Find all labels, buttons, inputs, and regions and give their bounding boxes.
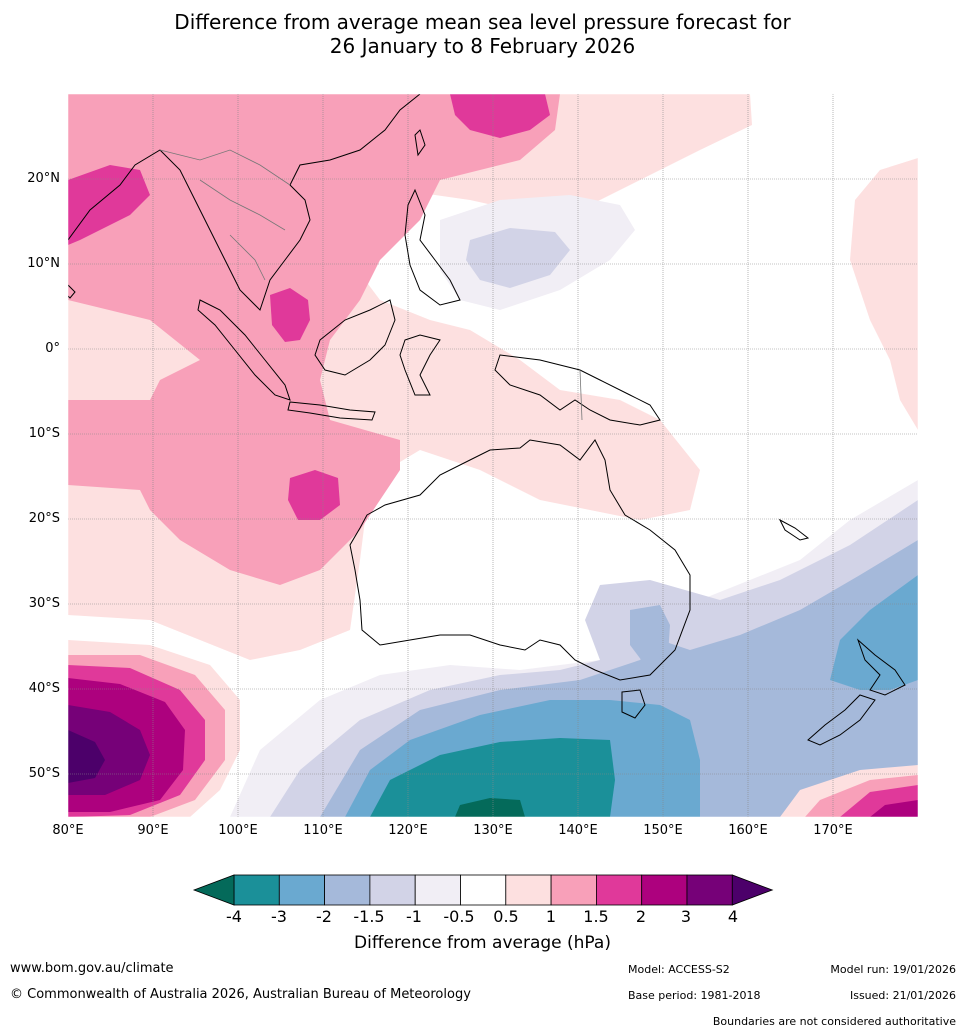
lat-label-50S: 50°S [28,766,60,781]
anomaly-region-pos-1.5-scs [270,288,310,342]
java-coastline [287,401,376,421]
anomaly-region-pos-0.5-east [850,158,918,430]
anomaly-region-pos-1 [68,94,560,585]
lat-label-20N: 20°N [27,171,60,186]
colorbar-tick: 4 [727,907,739,926]
title-line-1: Difference from average mean sea level p… [174,10,791,34]
new-caledonia-coastline [778,518,810,541]
tasmania-coastline [621,689,646,719]
sri-lanka-coastline [68,284,76,299]
anomaly-region-neg-1-ph [466,228,570,288]
disclaimer-text: Boundaries are not considered authoritat… [712,1015,956,1028]
colorbar-title: Difference from average (hPa) [354,933,611,953]
colorbar-tick: 1.5 [583,907,609,926]
lon-label-170E: 170°E [813,823,853,838]
lon-label-150E: 150°E [643,823,683,838]
anomaly-region-neg-3 [370,738,615,817]
colorbar-tick: 3 [680,907,692,926]
colorbar-tick: -0.5 [443,907,475,926]
website-link[interactable]: www.bom.gov.au/climate [10,961,174,976]
lat-label-30S: 30°S [28,596,60,611]
taiwan-coastline [414,129,426,157]
lon-label-110E: 110°E [303,823,343,838]
lat-label-10S: 10°S [28,426,60,441]
lon-label-130E: 130°E [473,823,513,838]
new-guinea-coastline [494,354,661,426]
coastlines [68,94,906,746]
colorbar-tick: 2 [635,907,647,926]
issued-text: Issued: 21/01/2026 [849,989,956,1002]
sumatra-coastline [197,299,291,401]
map-frame [67,93,919,818]
colorbar-tick: -1.5 [353,907,385,926]
lon-label-80E: 80°E [52,823,84,838]
lat-label-20S: 20°S [28,511,60,526]
anomaly-fields [68,94,918,817]
colorbar-tick: -2 [316,907,332,926]
colorbar-tick: -4 [226,907,242,926]
country-borders [159,149,583,421]
borneo-coastline [314,299,396,376]
map-title: Difference from average mean sea level p… [0,10,965,58]
lon-label-140E: 140°E [558,823,598,838]
anomaly-region-pos-1.5-north [450,94,550,138]
model-run-text: Model run: 19/01/2026 [830,963,956,976]
lat-label-10N: 10°N [27,256,60,271]
anomaly-region-pos-sw-4 [68,730,105,783]
lon-label-160E: 160°E [728,823,768,838]
title-line-2: 26 January to 8 February 2026 [329,34,636,58]
lat-label-0: 0° [45,341,60,356]
model-text: Model: ACCESS-S2 [628,963,730,976]
lon-label-120E: 120°E [388,823,428,838]
anomaly-region-pos-1.5-io [288,470,340,520]
base-period-text: Base period: 1981-2018 [628,989,761,1002]
colorbar-tick: -1 [406,907,422,926]
lon-label-90E: 90°E [137,823,169,838]
anomaly-region-neg-4 [455,798,525,817]
anomaly-region-pos-se-2 [870,800,918,817]
anomaly-region-neg-1.5-sa [630,605,670,665]
sulawesi-coastline [399,334,441,396]
colorbar-tick: -3 [271,907,287,926]
philippines-coastline [404,188,461,306]
asia-coastline [68,94,421,311]
australia-coastline [349,439,691,681]
graticule [68,94,918,817]
colorbar-tick: 0.5 [493,907,519,926]
colorbar-tick: 1 [545,907,557,926]
new-zealand-south-coastline [807,694,876,746]
lon-label-100E: 100°E [218,823,258,838]
new-zealand-north-coastline [856,638,906,696]
anomaly-region-pos-1.5-bay [68,165,150,245]
copyright-text: © Commonwealth of Australia 2026, Austra… [10,987,471,1002]
lat-label-40S: 40°S [28,681,60,696]
